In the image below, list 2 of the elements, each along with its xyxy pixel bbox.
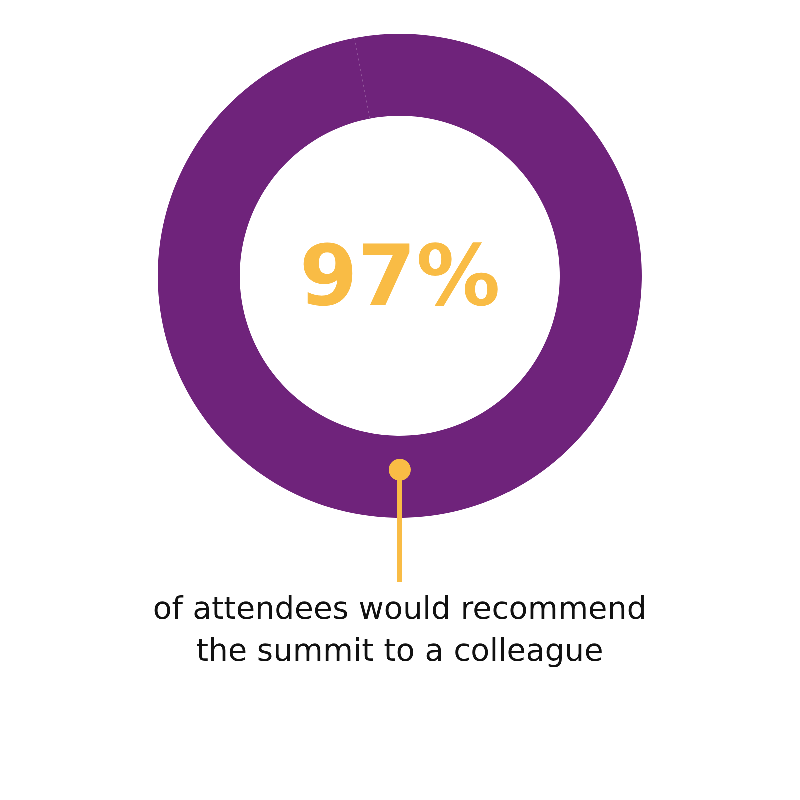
text: of attendees would recommend the summit to a colleague	[152, 590, 648, 671]
data-label: 97%	[299, 227, 501, 325]
